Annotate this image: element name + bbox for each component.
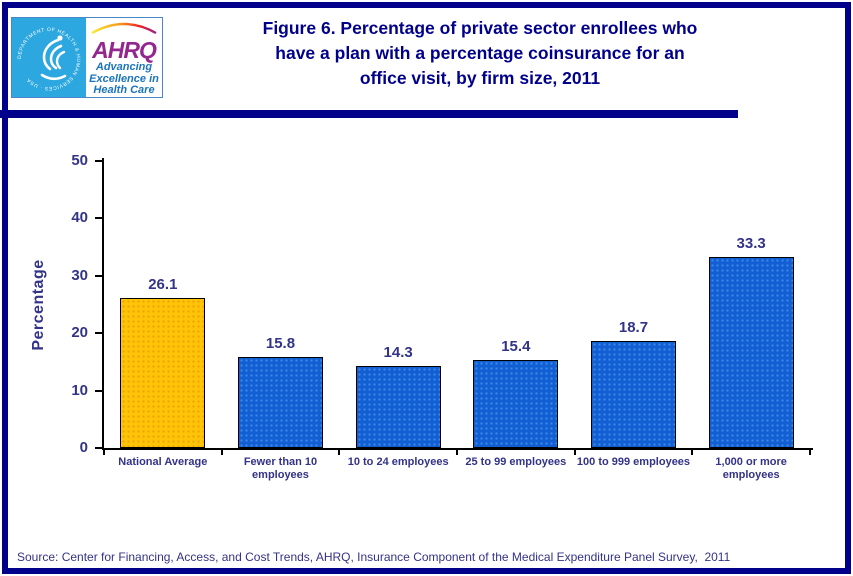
y-axis-tick-label: 10 <box>71 381 88 399</box>
bar <box>237 357 323 448</box>
bar <box>590 340 676 448</box>
x-axis-tick <box>573 450 576 455</box>
bar <box>120 298 206 448</box>
tagline-line: Advancing <box>95 61 153 73</box>
eagle-head-icon <box>57 35 63 41</box>
bar-column: 26.1 National Average <box>104 161 222 468</box>
y-axis-line <box>102 158 104 450</box>
bar-column: 15.4 25 to 99 employees <box>457 161 575 468</box>
rainbow-arc-icon <box>91 22 157 35</box>
eagle-icon <box>40 38 67 81</box>
bar-value-label: 14.3 <box>383 343 413 361</box>
x-axis-tick <box>338 450 341 455</box>
bar-value-label: 15.8 <box>265 335 296 353</box>
category-label-line: employees <box>252 469 309 481</box>
category-label: 25 to 99 employees <box>450 456 582 469</box>
bar-value-label: 15.4 <box>501 337 531 355</box>
category-label-line: 25 to 99 employees <box>465 456 567 468</box>
figure-title-line: office visit, by firm size, 2011 <box>359 68 601 88</box>
category-label-line: 1,000 or more <box>715 456 787 468</box>
category-label: 100 to 999 employees <box>568 456 700 469</box>
x-axis-tick <box>691 450 694 455</box>
bar <box>708 256 794 448</box>
bar-value-label: 33.3 <box>736 234 766 252</box>
x-axis-line <box>102 448 813 450</box>
category-label: National Average <box>97 456 229 469</box>
ahrq-wordmark: AHRQ Advancing Excellence in Health Care <box>86 18 162 97</box>
y-axis-tick-label: 20 <box>71 324 88 342</box>
x-axis-tick <box>103 450 105 455</box>
category-label-line: National Average <box>118 456 208 468</box>
x-axis-tick <box>220 450 223 455</box>
category-label-line: 10 to 24 employees <box>347 456 449 468</box>
divider-bar <box>0 110 738 118</box>
bar-column: 15.8 Fewer than 10 employees <box>222 161 340 481</box>
bar-column: 18.7 100 to 999 employees <box>575 161 693 468</box>
y-axis-tick-label: 50 <box>71 152 88 169</box>
y-axis-tick <box>95 447 102 449</box>
bar-value-label: 18.7 <box>618 318 649 336</box>
ahrq-logo: DEPARTMENT OF HEALTH & HUMAN SERVICES · … <box>11 17 163 98</box>
figure-title-line: have a plan with a percentage coinsuranc… <box>275 43 685 63</box>
y-axis-tick <box>95 332 102 335</box>
seal-circular-text: DEPARTMENT OF HEALTH & HUMAN SERVICES · … <box>17 27 81 91</box>
y-axis-tick <box>95 274 102 277</box>
bar <box>355 365 441 448</box>
y-axis-tick <box>95 217 102 220</box>
bar-column: 33.3 1,000 or more employees <box>692 161 810 481</box>
x-axis-tick <box>809 450 811 455</box>
plot-area: Percentage 0 10 20 30 40 50 26.1 National Avera… <box>30 152 813 481</box>
bar <box>473 359 559 448</box>
svg-text:DEPARTMENT OF HEALTH & HUMAN S: DEPARTMENT OF HEALTH & HUMAN SERVICES · … <box>17 27 81 91</box>
figure-title-line: Figure 6. Percentage of private sector e… <box>262 18 698 38</box>
category-label-line: employees <box>722 469 780 481</box>
category-label: 1,000 or more employees <box>685 456 817 482</box>
y-axis-tick-label: 40 <box>71 209 88 227</box>
category-label: 10 to 24 employees <box>332 456 464 469</box>
y-axis-tick-label: 30 <box>71 266 88 284</box>
category-label: Fewer than 10 employees <box>215 456 347 482</box>
figure-title: Figure 6. Percentage of private sector e… <box>200 16 760 91</box>
tagline-line: Excellence in <box>89 72 159 85</box>
y-axis-tick-label: 0 <box>79 439 88 456</box>
y-axis-tick <box>95 389 102 392</box>
ahrq-acronym: AHRQ <box>92 37 157 63</box>
source-note: Source: Center for Financing, Access, an… <box>17 550 731 564</box>
hhs-seal-icon: DEPARTMENT OF HEALTH & HUMAN SERVICES · … <box>12 18 86 97</box>
x-axis-tick <box>456 450 458 455</box>
bar-column: 14.3 10 to 24 employees <box>339 161 457 468</box>
ahrq-tagline: Advancing Excellence in Health Care <box>86 61 162 97</box>
y-axis-tick <box>95 160 102 162</box>
category-label-line: Fewer than 10 <box>243 456 318 468</box>
tagline-line: Health Care <box>93 84 155 96</box>
category-label-line: 100 to 999 employees <box>576 456 691 468</box>
bar-value-label: 26.1 <box>148 276 178 294</box>
